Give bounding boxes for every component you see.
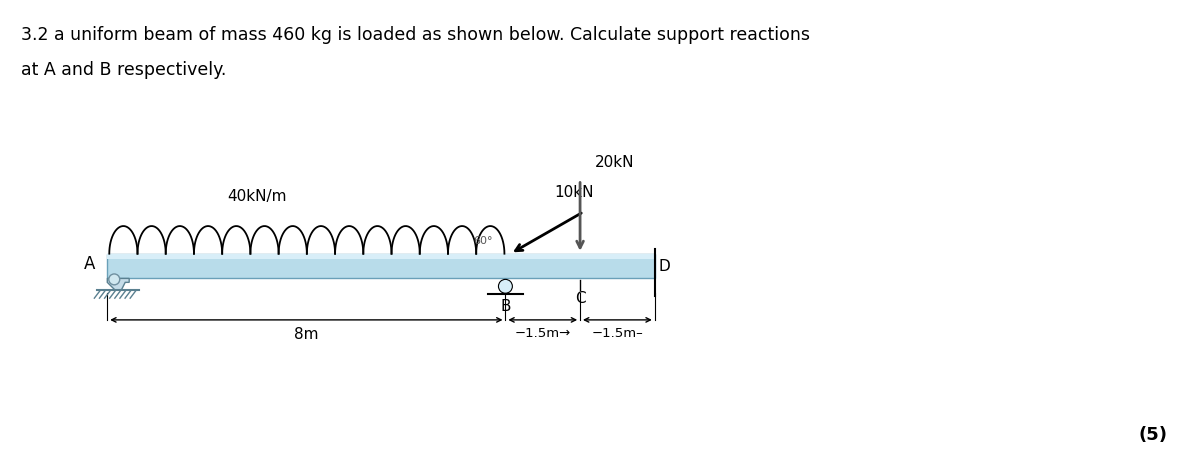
Text: B: B [501, 299, 510, 314]
Text: (5): (5) [1138, 426, 1168, 444]
Text: D: D [659, 258, 671, 274]
Circle shape [498, 280, 512, 293]
Text: −1.5m→: −1.5m→ [515, 327, 571, 340]
Text: 20kN: 20kN [596, 155, 635, 170]
Text: A: A [84, 255, 95, 273]
Text: 40kN/m: 40kN/m [227, 189, 287, 204]
Text: at A and B respectively.: at A and B respectively. [20, 61, 226, 79]
Text: 3.2 a uniform beam of mass 460 kg is loaded as shown below. Calculate support re: 3.2 a uniform beam of mass 460 kg is loa… [20, 27, 810, 45]
FancyBboxPatch shape [107, 254, 655, 258]
Text: 8m: 8m [294, 327, 319, 342]
Text: C: C [574, 291, 585, 306]
Text: 10kN: 10kN [554, 185, 593, 200]
Polygon shape [107, 279, 130, 290]
Text: 60°: 60° [473, 236, 492, 246]
Text: −1.5m–: −1.5m– [591, 327, 643, 340]
Circle shape [108, 274, 120, 285]
FancyBboxPatch shape [107, 254, 655, 279]
